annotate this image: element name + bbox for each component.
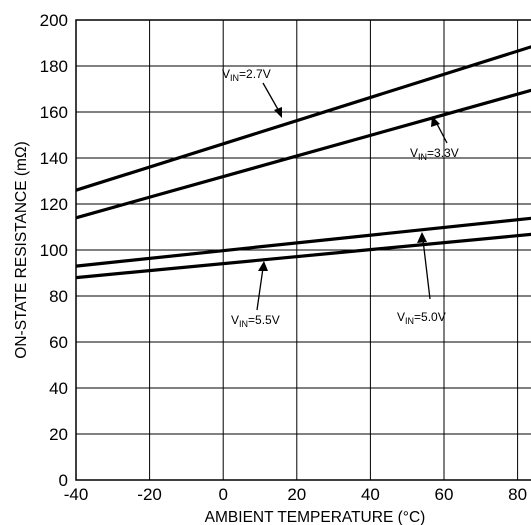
x-tick-label: 20	[287, 485, 306, 504]
series-line-1	[75, 88, 531, 220]
x-axis-title: AMBIENT TEMPERATURE (°C)	[205, 509, 426, 525]
series-line-2	[75, 216, 531, 268]
y-tick-label: 200	[40, 11, 68, 30]
annotation-arrow-2-7v	[262, 82, 281, 114]
series-layer	[75, 45, 531, 280]
annotation-arrowhead-3-3v	[431, 116, 440, 127]
plot-frame	[75, 19, 531, 481]
annotations: VIN=2.7V VIN=3.3V VIN=5.5V VIN=5.0V	[222, 67, 459, 329]
grid-lines	[75, 19, 531, 481]
annotation-label-5-0v: VIN=5.0V	[397, 310, 446, 326]
x-tick-label: 60	[435, 485, 454, 504]
annotation-arrow-5-0v	[422, 239, 431, 300]
x-tick-label: 0	[218, 485, 227, 504]
annotation-label-2-7v: VIN=2.7V	[222, 67, 271, 83]
x-tick-label: -20	[137, 485, 162, 504]
y-tick-label: 20	[49, 425, 68, 444]
y-tick-label: 160	[40, 103, 68, 122]
annotation-arrowhead-2-7v	[274, 107, 282, 118]
y-tick-label: 180	[40, 57, 68, 76]
y-tick-label: 80	[49, 287, 68, 306]
x-tick-label: 80	[508, 485, 527, 504]
series-line-0	[75, 45, 531, 192]
tick-labels: -40 -20 0 20 40 60 80 0 20 40 60 80 100 120 140 160 180 2…	[40, 11, 527, 504]
annotation-arrow-5-5v	[256, 267, 264, 311]
annotation-label-3-3v: VIN=3.3V	[410, 146, 459, 162]
y-tick-label: 40	[49, 379, 68, 398]
annotation-arrow-3-3v	[435, 121, 448, 144]
y-tick-label: 100	[40, 241, 68, 260]
x-tick-label: -40	[64, 485, 89, 504]
y-axis-title: ON-STATE RESISTANCE (mΩ)	[13, 141, 30, 358]
annotation-arrowhead-5-0v	[417, 232, 427, 243]
x-tick-label: 40	[361, 485, 380, 504]
annotation-label-5-5v: VIN=5.5V	[231, 313, 280, 329]
y-tick-label: 120	[40, 195, 68, 214]
y-tick-label: 140	[40, 149, 68, 168]
series-line-3	[75, 232, 531, 280]
y-tick-label: 60	[49, 333, 68, 352]
annotation-arrowhead-5-5v	[258, 261, 268, 271]
y-tick-label: 0	[59, 471, 68, 490]
